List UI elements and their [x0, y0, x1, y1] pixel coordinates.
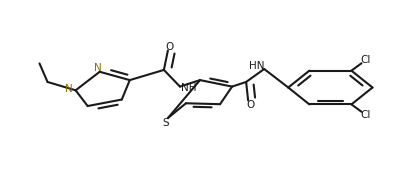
- Text: O: O: [246, 100, 254, 110]
- Text: Cl: Cl: [360, 110, 371, 120]
- Text: O: O: [166, 42, 174, 52]
- Text: Cl: Cl: [360, 55, 371, 65]
- Text: N: N: [65, 84, 72, 94]
- Text: N: N: [94, 63, 101, 73]
- Text: HN: HN: [249, 61, 265, 71]
- Text: NH: NH: [181, 83, 196, 92]
- Text: S: S: [162, 118, 169, 128]
